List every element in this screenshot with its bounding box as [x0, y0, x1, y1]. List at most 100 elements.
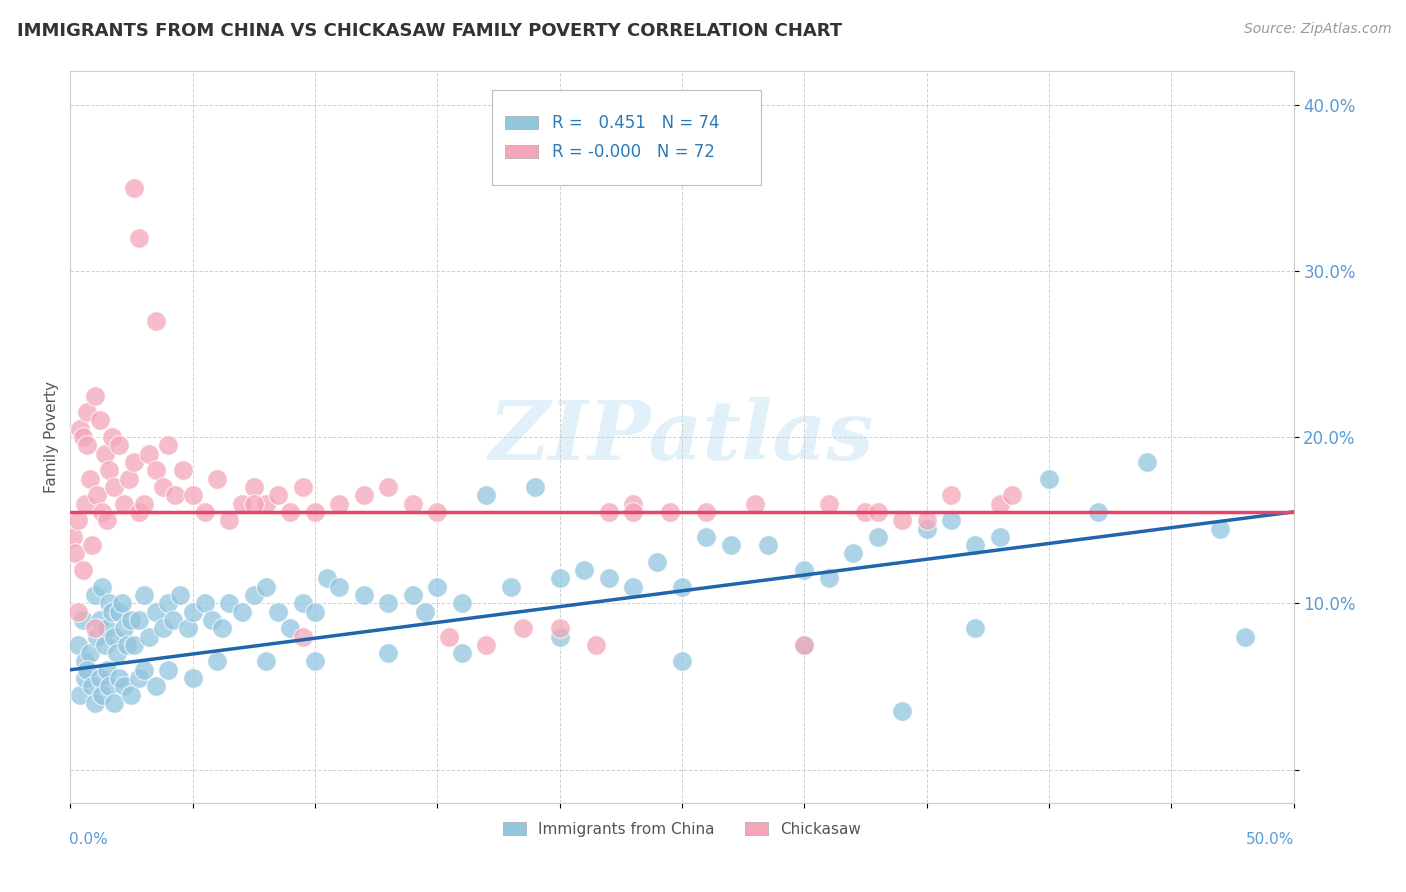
Point — [548, 630, 571, 644]
Text: 0.0%: 0.0% — [69, 832, 108, 847]
Point — [172, 463, 194, 477]
Point — [122, 455, 145, 469]
Point — [72, 563, 94, 577]
Point — [231, 605, 253, 619]
Point — [211, 621, 233, 635]
Point — [512, 621, 534, 635]
Point — [73, 655, 96, 669]
Point — [66, 605, 89, 619]
Point — [499, 580, 522, 594]
Point — [475, 488, 498, 502]
Point — [817, 571, 839, 585]
Point — [89, 413, 111, 427]
Point — [218, 513, 240, 527]
Point — [254, 580, 277, 594]
Point — [72, 613, 94, 627]
Point — [157, 596, 180, 610]
Point — [548, 621, 571, 635]
Point — [647, 555, 669, 569]
Point — [83, 696, 105, 710]
Point — [86, 488, 108, 502]
Point — [101, 430, 124, 444]
Point — [76, 438, 98, 452]
Point — [108, 671, 131, 685]
Point — [475, 638, 498, 652]
Point — [152, 480, 174, 494]
Point — [79, 472, 101, 486]
Point — [83, 588, 105, 602]
Point — [138, 447, 160, 461]
Point — [304, 505, 326, 519]
Point — [165, 488, 187, 502]
Point — [280, 505, 302, 519]
Point — [450, 646, 472, 660]
Point — [112, 621, 135, 635]
Point — [121, 688, 143, 702]
Point — [328, 580, 350, 594]
Point — [72, 430, 94, 444]
Point — [598, 505, 620, 519]
Point — [939, 488, 962, 502]
Point — [93, 638, 115, 652]
Point — [194, 505, 217, 519]
Point — [96, 621, 118, 635]
Point — [112, 680, 135, 694]
Point — [96, 513, 118, 527]
Point — [63, 546, 86, 560]
Point — [145, 463, 167, 477]
Point — [243, 588, 266, 602]
Point — [128, 671, 150, 685]
Point — [231, 497, 253, 511]
Point — [157, 438, 180, 452]
Point — [793, 638, 815, 652]
Point — [304, 655, 326, 669]
Text: IMMIGRANTS FROM CHINA VS CHICKASAW FAMILY POVERTY CORRELATION CHART: IMMIGRANTS FROM CHINA VS CHICKASAW FAMIL… — [17, 22, 842, 40]
Point — [243, 480, 266, 494]
Point — [413, 605, 436, 619]
Point — [756, 538, 779, 552]
Point — [218, 596, 240, 610]
Point — [402, 497, 425, 511]
Point — [621, 505, 644, 519]
Point — [524, 480, 547, 494]
Point — [86, 630, 108, 644]
Point — [89, 671, 111, 685]
Point — [377, 480, 399, 494]
Point — [304, 605, 326, 619]
Point — [115, 638, 138, 652]
Point — [280, 621, 302, 635]
Point — [939, 513, 962, 527]
Point — [201, 613, 224, 627]
Legend: Immigrants from China, Chickasaw: Immigrants from China, Chickasaw — [496, 815, 868, 843]
Text: Source: ZipAtlas.com: Source: ZipAtlas.com — [1244, 22, 1392, 37]
Point — [76, 663, 98, 677]
Point — [267, 605, 290, 619]
Point — [585, 638, 607, 652]
FancyBboxPatch shape — [505, 145, 537, 159]
Point — [93, 447, 115, 461]
Point — [96, 663, 118, 677]
Point — [450, 596, 472, 610]
Point — [621, 497, 644, 511]
Point — [1087, 505, 1109, 519]
Point — [1001, 488, 1024, 502]
Point — [89, 613, 111, 627]
Point — [98, 596, 121, 610]
Point — [915, 521, 938, 535]
Point — [965, 538, 987, 552]
Point — [73, 497, 96, 511]
Point — [291, 480, 314, 494]
Point — [122, 180, 145, 194]
FancyBboxPatch shape — [505, 116, 537, 129]
Point — [353, 588, 375, 602]
Point — [152, 621, 174, 635]
Point — [132, 588, 155, 602]
Point — [108, 605, 131, 619]
Point — [548, 571, 571, 585]
Point — [62, 530, 84, 544]
Point — [793, 638, 815, 652]
Text: R =   0.451   N = 74: R = 0.451 N = 74 — [553, 113, 720, 131]
Point — [353, 488, 375, 502]
Point — [658, 505, 681, 519]
Point — [128, 505, 150, 519]
